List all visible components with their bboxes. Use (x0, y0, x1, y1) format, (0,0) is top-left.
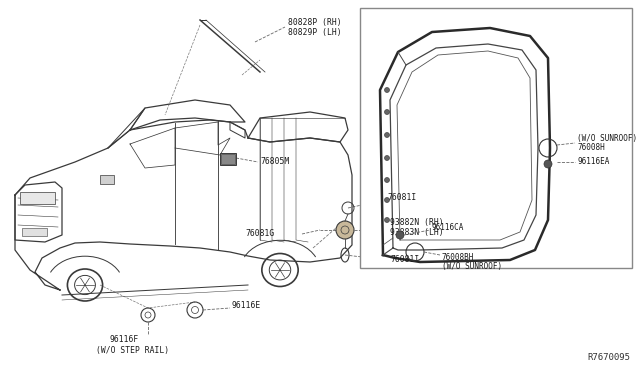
Text: (W/O STEP RAIL): (W/O STEP RAIL) (96, 346, 169, 355)
Text: 96116F: 96116F (110, 336, 140, 344)
Text: 80829P (LH): 80829P (LH) (288, 28, 342, 36)
Circle shape (544, 160, 552, 168)
Text: 93882N (RH): 93882N (RH) (390, 218, 444, 227)
Text: 93883N (LH): 93883N (LH) (390, 228, 444, 237)
Text: 96116CA: 96116CA (432, 224, 465, 232)
Text: (W/O SUNROOF): (W/O SUNROOF) (442, 262, 502, 270)
Circle shape (385, 218, 390, 222)
Text: 76008H: 76008H (577, 144, 605, 153)
Circle shape (385, 87, 390, 93)
Bar (221, 154, 235, 164)
Text: 96116E: 96116E (232, 301, 261, 311)
Circle shape (385, 198, 390, 202)
Bar (220, 153, 236, 165)
Bar (100, 175, 114, 184)
Text: 76805M: 76805M (260, 157, 289, 167)
Text: R7670095: R7670095 (587, 353, 630, 362)
Bar (22, 228, 47, 236)
Text: 76081I: 76081I (387, 193, 416, 202)
Circle shape (385, 132, 390, 138)
Text: 96116EA: 96116EA (577, 157, 609, 167)
Circle shape (385, 155, 390, 160)
Text: 76081G: 76081G (245, 230, 275, 238)
Circle shape (396, 231, 404, 239)
Text: 76008BH: 76008BH (442, 253, 474, 262)
Circle shape (385, 109, 390, 115)
Circle shape (336, 221, 354, 239)
Text: 80828P (RH): 80828P (RH) (288, 17, 342, 26)
Text: (W/O SUNROOF): (W/O SUNROOF) (577, 134, 637, 142)
Text: 76081I: 76081I (390, 256, 419, 264)
Bar (20, 192, 55, 204)
Circle shape (385, 177, 390, 183)
Bar (360, 8, 632, 268)
